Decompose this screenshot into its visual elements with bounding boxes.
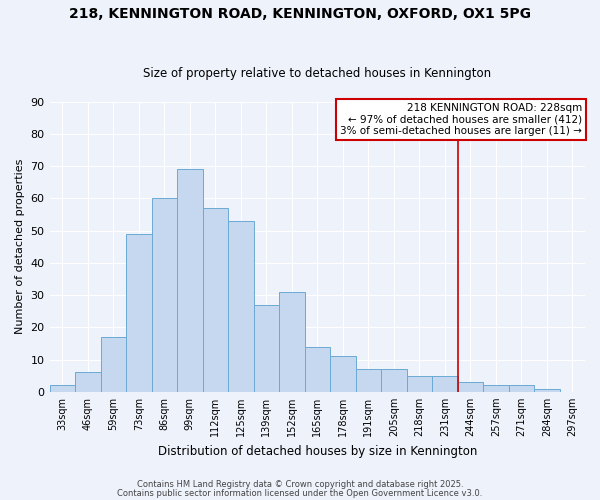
Bar <box>330 356 356 392</box>
Bar <box>305 346 330 392</box>
Bar <box>254 304 279 392</box>
Bar <box>279 292 305 392</box>
X-axis label: Distribution of detached houses by size in Kennington: Distribution of detached houses by size … <box>158 444 477 458</box>
Bar <box>534 388 560 392</box>
Bar <box>75 372 101 392</box>
Text: Contains HM Land Registry data © Crown copyright and database right 2025.: Contains HM Land Registry data © Crown c… <box>137 480 463 489</box>
Bar <box>458 382 483 392</box>
Bar <box>432 376 458 392</box>
Bar <box>152 198 177 392</box>
Bar <box>101 337 126 392</box>
Y-axis label: Number of detached properties: Number of detached properties <box>15 159 25 334</box>
Bar <box>50 386 75 392</box>
Text: 218, KENNINGTON ROAD, KENNINGTON, OXFORD, OX1 5PG: 218, KENNINGTON ROAD, KENNINGTON, OXFORD… <box>69 8 531 22</box>
Bar <box>407 376 432 392</box>
Bar <box>228 221 254 392</box>
Text: 218 KENNINGTON ROAD: 228sqm
← 97% of detached houses are smaller (412)
3% of sem: 218 KENNINGTON ROAD: 228sqm ← 97% of det… <box>340 103 583 136</box>
Bar <box>203 208 228 392</box>
Text: Contains public sector information licensed under the Open Government Licence v3: Contains public sector information licen… <box>118 488 482 498</box>
Bar <box>356 369 381 392</box>
Title: Size of property relative to detached houses in Kennington: Size of property relative to detached ho… <box>143 66 491 80</box>
Bar <box>381 369 407 392</box>
Bar <box>177 169 203 392</box>
Bar <box>483 386 509 392</box>
Bar <box>126 234 152 392</box>
Bar <box>509 386 534 392</box>
